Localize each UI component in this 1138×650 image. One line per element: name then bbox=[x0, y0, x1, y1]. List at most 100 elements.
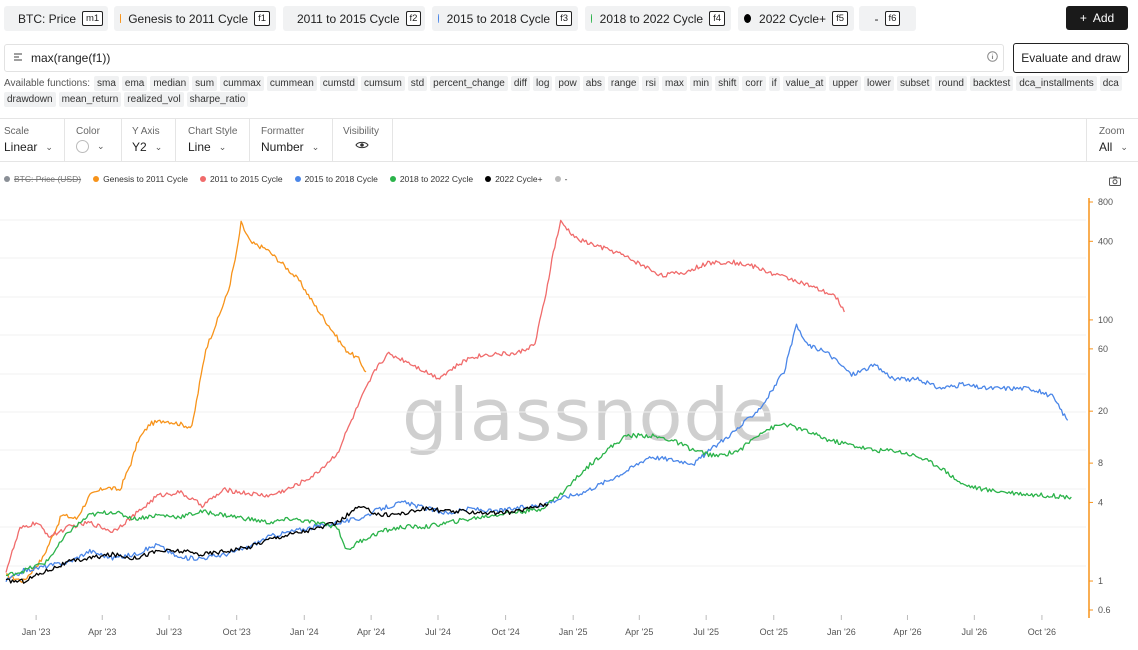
legend-item[interactable]: BTC: Price (USD) bbox=[4, 174, 81, 184]
x-tick-label: Apr '23 bbox=[88, 627, 116, 637]
x-tick-label: Oct '26 bbox=[1028, 627, 1056, 637]
visibility-control[interactable]: Visibility bbox=[339, 119, 393, 161]
function-chip[interactable]: dca bbox=[1099, 76, 1122, 91]
legend-color-dot bbox=[93, 176, 100, 182]
eye-icon bbox=[355, 141, 369, 149]
function-chip[interactable]: min bbox=[689, 76, 713, 91]
chart-controls: Scale Linear ⌄ Color ⌄ Y Axis Y2 ⌄ Chart S… bbox=[0, 119, 1138, 161]
y-tick-label: 60 bbox=[1098, 344, 1108, 354]
function-chip[interactable]: median bbox=[150, 76, 190, 91]
x-tick-label: Jul '25 bbox=[693, 627, 719, 637]
function-chip[interactable]: backtest bbox=[969, 76, 1014, 91]
metric-chip-label: 2018 to 2022 Cycle bbox=[599, 11, 704, 26]
legend-label: 2018 to 2022 Cycle bbox=[399, 174, 474, 184]
metric-chip-f3[interactable]: 2015 to 2018 Cycle f3 bbox=[432, 6, 578, 31]
function-chip[interactable]: round bbox=[935, 76, 967, 91]
function-chip[interactable]: cumstd bbox=[319, 76, 358, 91]
metric-color-dot bbox=[438, 14, 439, 23]
function-chip[interactable]: shift bbox=[715, 76, 740, 91]
function-chip[interactable]: if bbox=[768, 76, 780, 91]
legend-color-dot bbox=[485, 176, 492, 182]
color-control[interactable]: Color ⌄ bbox=[72, 119, 122, 161]
function-chip[interactable]: corr bbox=[742, 76, 766, 91]
formatter-control[interactable]: Formatter Number ⌄ bbox=[257, 119, 333, 161]
legend-label: - bbox=[564, 174, 568, 184]
metric-chip-tag: f4 bbox=[709, 11, 725, 26]
legend-item[interactable]: 2022 Cycle+ bbox=[485, 174, 543, 184]
evaluate-and-draw-button[interactable]: Evaluate and draw bbox=[1013, 43, 1129, 73]
metric-chip-tag: f1 bbox=[254, 11, 270, 26]
formula-input[interactable]: max(range(f1)) bbox=[4, 44, 1004, 72]
add-button[interactable]: + Add bbox=[1066, 6, 1128, 30]
scale-control[interactable]: Scale Linear ⌄ bbox=[0, 119, 65, 161]
function-chip[interactable]: cummean bbox=[266, 76, 317, 91]
function-chip[interactable]: value_at bbox=[782, 76, 827, 91]
formula-text[interactable]: max(range(f1)) bbox=[31, 51, 111, 65]
function-chip[interactable]: range bbox=[607, 76, 640, 91]
chart-style-value: Line bbox=[188, 140, 211, 154]
info-icon[interactable] bbox=[981, 51, 1003, 65]
legend-item[interactable]: 2015 to 2018 Cycle bbox=[294, 174, 378, 184]
y-axis-control[interactable]: Y Axis Y2 ⌄ bbox=[128, 119, 176, 161]
y-tick-label: 4 bbox=[1098, 497, 1103, 507]
function-icon bbox=[5, 51, 31, 66]
color-swatch bbox=[76, 140, 89, 153]
metric-chip-label: 2011 to 2015 Cycle bbox=[297, 11, 400, 26]
function-chip[interactable]: mean_return bbox=[58, 92, 122, 107]
metric-chip-f6[interactable]: - f6 bbox=[859, 6, 916, 31]
function-chip[interactable]: ema bbox=[121, 76, 148, 91]
metric-chip-label: 2022 Cycle+ bbox=[759, 11, 827, 26]
function-chip[interactable]: sum bbox=[192, 76, 218, 91]
function-chip[interactable]: cummax bbox=[220, 76, 264, 91]
divider bbox=[0, 118, 1138, 119]
y-tick-label: 100 bbox=[1098, 315, 1113, 325]
zoom-control[interactable]: Zoom All ⌄ bbox=[1086, 119, 1138, 161]
function-chip[interactable]: log bbox=[533, 76, 553, 91]
metric-chip-tag: f6 bbox=[884, 11, 901, 26]
chart-style-control[interactable]: Chart Style Line ⌄ bbox=[184, 119, 250, 161]
y-tick-label: 800 bbox=[1098, 197, 1113, 207]
legend-label: 2011 to 2015 Cycle bbox=[209, 174, 283, 184]
metric-chip-f1[interactable]: Genesis to 2011 Cycle f1 bbox=[114, 6, 276, 31]
legend-item[interactable]: Genesis to 2011 Cycle bbox=[93, 174, 188, 184]
visibility-label: Visibility bbox=[343, 126, 379, 137]
metric-chip-f5[interactable]: 2022 Cycle+ f5 bbox=[738, 6, 854, 31]
function-chip[interactable]: std bbox=[407, 76, 428, 91]
legend-item[interactable]: 2011 to 2015 Cycle bbox=[199, 174, 283, 184]
x-tick-label: Jan '23 bbox=[22, 627, 51, 637]
function-chip[interactable]: lower bbox=[864, 76, 894, 91]
legend-color-dot bbox=[4, 176, 10, 182]
scale-label: Scale bbox=[4, 126, 30, 137]
y-axis-value: Y2 bbox=[132, 140, 147, 154]
function-chip[interactable]: pow bbox=[555, 76, 580, 91]
function-chip[interactable]: dca_installments bbox=[1016, 76, 1097, 91]
function-chip[interactable]: realized_vol bbox=[124, 92, 184, 107]
legend-label: 2015 to 2018 Cycle bbox=[304, 174, 378, 184]
metric-chip-f4[interactable]: 2018 to 2022 Cycle f4 bbox=[585, 6, 731, 31]
y-tick-label: 1 bbox=[1098, 576, 1103, 586]
metric-chip-m1[interactable]: BTC: Price m1 bbox=[4, 6, 108, 31]
function-chip[interactable]: sharpe_ratio bbox=[186, 92, 249, 107]
metric-chip-f2[interactable]: 2011 to 2015 Cycle f2 bbox=[283, 6, 425, 31]
camera-icon[interactable] bbox=[1109, 176, 1121, 186]
x-tick-label: Jan '25 bbox=[559, 627, 588, 637]
chevron-down-icon: ⌄ bbox=[45, 141, 53, 152]
function-chip[interactable]: cumsum bbox=[361, 76, 405, 91]
legend-item[interactable]: - bbox=[554, 174, 568, 184]
chart-style-label: Chart Style bbox=[188, 126, 238, 137]
function-chip[interactable]: abs bbox=[582, 76, 605, 91]
function-chip[interactable]: subset bbox=[896, 76, 933, 91]
series-line bbox=[5, 220, 367, 583]
function-chip[interactable]: drawdown bbox=[4, 92, 56, 107]
function-chip[interactable]: rsi bbox=[642, 76, 660, 91]
x-tick-label: Apr '26 bbox=[893, 627, 921, 637]
function-chip[interactable]: percent_change bbox=[430, 76, 508, 91]
add-button-label: Add bbox=[1092, 11, 1115, 25]
x-tick-label: Jul '23 bbox=[156, 627, 182, 637]
function-chip[interactable]: diff bbox=[510, 76, 531, 91]
function-chip[interactable]: sma bbox=[93, 76, 119, 91]
legend-item[interactable]: 2018 to 2022 Cycle bbox=[389, 174, 474, 184]
function-chip[interactable]: upper bbox=[829, 76, 862, 91]
function-chip[interactable]: max bbox=[662, 76, 687, 91]
x-tick-label: Jan '24 bbox=[290, 627, 319, 637]
